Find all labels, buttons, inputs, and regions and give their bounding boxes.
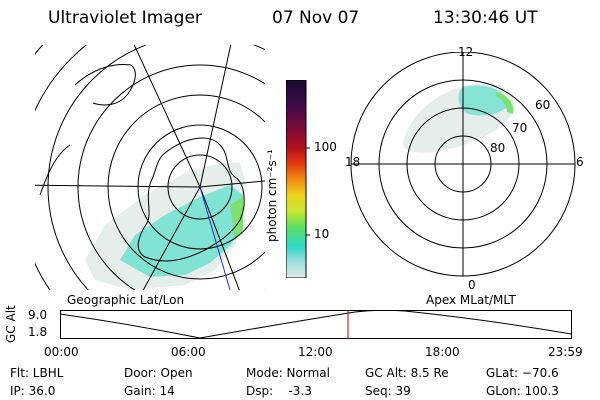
mlt-label-6: 6	[576, 155, 584, 169]
aurora-bright-edge	[230, 197, 243, 240]
geographic-map	[35, 45, 265, 290]
continent-outline	[137, 137, 245, 262]
glat-value: GLat: −70.6	[486, 366, 559, 380]
time-label: 13:30:46 UT	[433, 8, 538, 28]
lat-label-80: 80	[490, 141, 506, 155]
xtick-0600: 06:00	[171, 345, 206, 359]
colorbar-unit-label: photon cm⁻²s⁻¹	[265, 149, 279, 242]
mlt-axes	[351, 52, 575, 276]
gc-alt-value: GC Alt: 8.5 Re	[365, 366, 449, 380]
meridian-lines	[35, 45, 265, 290]
lat-label-60: 60	[535, 98, 551, 112]
colorbar-tick-10: 10	[314, 227, 330, 241]
lat-label-70: 70	[512, 121, 528, 135]
ip-value: IP: 36.0	[10, 384, 56, 398]
aurora-oval	[120, 185, 243, 277]
mlt-label-18: 18	[345, 155, 361, 169]
mode-value: Mode: Normal	[246, 366, 330, 380]
xtick-1200: 12:00	[298, 345, 333, 359]
altitude-ytick-top: 9.0	[28, 308, 48, 322]
colorbar-tick-100: 100	[314, 140, 337, 154]
door-value: Door: Open	[124, 366, 193, 380]
colorbar	[286, 80, 310, 278]
polar-plot	[350, 52, 576, 277]
coastline	[39, 144, 71, 196]
altitude-plot	[60, 310, 572, 339]
gain-value: Gain: 14	[124, 384, 175, 398]
altitude-curve	[60, 310, 572, 339]
app-title: Ultraviolet Imager	[48, 8, 202, 28]
apex-label: Apex MLat/MLT	[426, 293, 516, 307]
altitude-ytick-bottom: 1.8	[28, 325, 48, 339]
aurora-bright-edge	[495, 92, 514, 114]
glon-value: GLon: 100.3	[486, 384, 559, 398]
coastline	[74, 64, 136, 106]
mlt-label-12: 12	[458, 45, 474, 59]
altitude-plot-frame	[60, 310, 572, 339]
date-label: 07 Nov 07	[272, 8, 360, 28]
xtick-2359: 23:59	[548, 345, 583, 359]
sun-direction-line	[199, 186, 231, 290]
latitude-circles	[35, 45, 265, 290]
seq-value: Seq: 39	[365, 384, 411, 398]
xtick-0000: 00:00	[44, 345, 79, 359]
map-label: Geographic Lat/Lon	[67, 293, 185, 307]
xtick-1800: 18:00	[425, 345, 460, 359]
dsp-value: Dsp: -3.3	[246, 384, 312, 398]
altitude-axis-label: GC Alt	[4, 305, 18, 343]
filter-value: Flt: LBHL	[10, 366, 64, 380]
mlt-label-0: 0	[468, 278, 476, 292]
